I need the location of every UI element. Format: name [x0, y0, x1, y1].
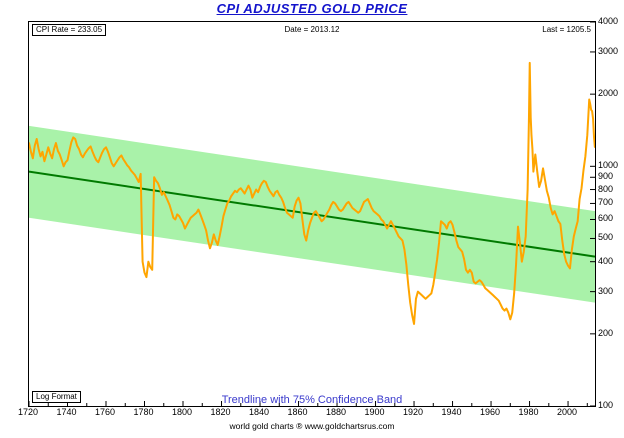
x-axis-tick-label: 1940: [441, 407, 462, 417]
footer-credit: world gold charts ® www.goldchartsrus.co…: [229, 421, 395, 431]
y-axis-tick-label: 2000: [598, 88, 619, 99]
y-axis-tick-label: 600: [598, 213, 614, 224]
x-axis-tick-label: 1960: [480, 407, 501, 417]
y-axis-tick-label: 3000: [598, 45, 619, 56]
chart-title: CPI ADJUSTED GOLD PRICE: [216, 1, 408, 16]
trendline-caption: Trendline with 75% Confidence Band: [221, 394, 403, 406]
plot-area: CPI Rate = 233.05 Date = 2013.12 Last = …: [28, 21, 596, 407]
y-axis-tick-label: 300: [598, 285, 614, 296]
cpi-rate-label: CPI Rate = 233.05: [32, 24, 107, 36]
x-axis-tick-label: 1760: [94, 407, 116, 417]
x-axis-tick-label: 1780: [133, 407, 154, 417]
y-axis-tick-label: 400: [598, 255, 614, 266]
date-label: Date = 2013.12: [284, 25, 340, 34]
x-axis-tick-label: 1920: [403, 407, 424, 417]
x-axis-tick-label: 1840: [249, 407, 270, 417]
y-axis-tick-label: 4000: [598, 16, 619, 26]
last-price-label: Last = 1205.5: [542, 25, 591, 34]
x-axis-tick-label: 1800: [171, 407, 193, 417]
x-axis-tick-label: 1900: [364, 407, 385, 417]
trendline: [29, 170, 595, 258]
y-axis-tick-label: 200: [598, 327, 614, 338]
log-format-label: Log Format: [32, 391, 81, 403]
y-axis-tick-label: 500: [598, 232, 614, 243]
y-axis-tick-label: 1000: [598, 160, 619, 171]
x-axis-tick-label: 1820: [210, 407, 231, 417]
y-axis-tick-label: 800: [598, 183, 614, 194]
x-axis-tick-label: 2000: [557, 407, 578, 417]
x-axis-tick-label: 1860: [287, 407, 308, 417]
x-axis-tick-label: 1740: [56, 407, 77, 417]
x-axis-tick-label: 1720: [17, 407, 39, 417]
y-axis-tick-label: 100: [598, 400, 614, 410]
x-axis-tick-label: 1980: [518, 407, 539, 417]
chart-canvas: [29, 22, 595, 406]
x-axis-tick-label: 1880: [326, 407, 347, 417]
y-axis-tick-label: 900: [598, 171, 614, 182]
y-axis-tick-label: 700: [598, 197, 614, 208]
gold-price-line: [29, 61, 595, 325]
